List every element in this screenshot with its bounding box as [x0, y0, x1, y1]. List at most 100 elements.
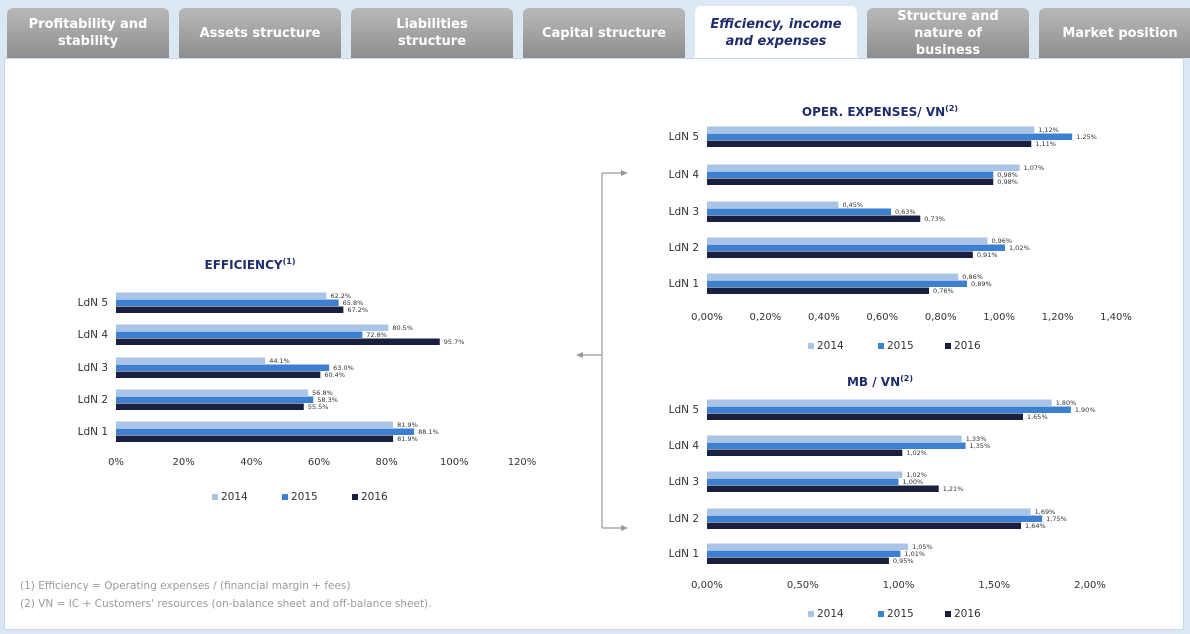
bar [707, 140, 1032, 147]
bar [116, 357, 266, 364]
tab[interactable]: Assets structure [179, 8, 341, 58]
data-label: 0,89% [971, 280, 992, 288]
data-label: 62.2% [330, 292, 351, 300]
x-tick-label: 60% [308, 457, 330, 468]
tab[interactable]: Market position [1039, 8, 1190, 58]
bar [707, 543, 909, 550]
data-label: 1,69% [1035, 508, 1056, 516]
bar [707, 435, 962, 442]
data-label: 63.0% [333, 364, 354, 372]
legend-swatch [878, 343, 884, 349]
legend-label: 2015 [291, 491, 318, 503]
bar [707, 550, 901, 557]
data-label: 1,25% [1076, 133, 1097, 141]
arrow-head [621, 525, 628, 531]
data-label: 44.1% [269, 357, 290, 365]
data-label: 72.8% [366, 331, 387, 339]
chart-title: MB / VN(2) [847, 374, 913, 389]
data-label: 1,21% [943, 485, 964, 493]
legend-swatch [352, 494, 358, 500]
legend-label: 2014 [221, 491, 248, 503]
bar [707, 133, 1073, 140]
category-label: LdN 2 [669, 242, 699, 254]
x-tick-label: 0,00% [691, 580, 723, 591]
category-label: LdN 4 [78, 329, 109, 341]
data-label: 65.8% [343, 299, 364, 307]
bar [707, 442, 966, 449]
x-tick-label: 1,00% [883, 580, 915, 591]
category-label: LdN 4 [669, 440, 700, 452]
bar [707, 522, 1022, 529]
footnote: (1) Efficiency = Operating expenses / (f… [20, 580, 351, 592]
data-label: 1,64% [1025, 522, 1046, 530]
category-label: LdN 4 [669, 169, 700, 181]
category-label: LdN 3 [669, 476, 699, 488]
bar [116, 306, 344, 313]
chart-title-text: OPER. EXPENSES/ VN [802, 105, 945, 119]
bar [116, 324, 389, 331]
bar [707, 237, 988, 244]
data-label: 1,11% [1035, 140, 1056, 148]
tab[interactable]: Efficiency, income and expenses [695, 6, 857, 60]
data-label: 0,73% [924, 215, 945, 223]
legend-swatch [808, 611, 814, 617]
legend-label: 2016 [954, 608, 981, 620]
data-label: 1,05% [912, 543, 933, 551]
tab[interactable]: Capital structure [523, 8, 685, 58]
data-label: 1,01% [904, 550, 925, 558]
bar [116, 389, 309, 396]
category-label: LdN 1 [669, 278, 699, 290]
connector [576, 170, 628, 531]
tab[interactable]: Structure and nature of business [867, 8, 1029, 58]
x-tick-label: 120% [508, 457, 537, 468]
bar [707, 449, 903, 456]
bar [116, 299, 339, 306]
data-label: 1,12% [1038, 126, 1059, 134]
x-tick-label: 0,40% [808, 312, 840, 323]
bar [707, 515, 1043, 522]
tab[interactable]: Liabilities structure [351, 8, 513, 58]
bar [707, 406, 1071, 413]
chart-title-sup: (2) [945, 104, 958, 113]
bar [707, 478, 899, 485]
x-tick-label: 0,50% [787, 580, 819, 591]
chart-title-sup: (2) [900, 374, 913, 383]
data-label: 1,02% [906, 471, 927, 479]
bar [707, 171, 994, 178]
data-label: 60.4% [324, 371, 345, 379]
legend-label: 2014 [817, 340, 844, 352]
bar [707, 413, 1023, 420]
data-label: 95.7% [444, 338, 465, 346]
bar [116, 364, 330, 371]
x-tick-label: 1,20% [1042, 312, 1074, 323]
data-label: 0,76% [933, 287, 954, 295]
data-label: 0,98% [997, 171, 1018, 179]
chart-title-sup: (1) [283, 257, 296, 266]
category-label: LdN 3 [669, 206, 699, 218]
data-label: 1,07% [1024, 164, 1045, 172]
x-tick-label: 0,80% [925, 312, 957, 323]
data-label: 67.2% [347, 306, 368, 314]
data-label: 80.5% [392, 324, 413, 332]
legend-swatch [282, 494, 288, 500]
bar [116, 331, 363, 338]
bar [116, 371, 321, 378]
x-tick-label: 40% [240, 457, 262, 468]
data-label: 0,98% [997, 178, 1018, 186]
data-label: 0,63% [895, 208, 916, 216]
bar [707, 485, 939, 492]
tab[interactable]: Profitability and stability [7, 8, 169, 58]
bar [707, 508, 1031, 515]
data-label: 0,86% [962, 273, 983, 281]
bar [116, 403, 304, 410]
bar [116, 421, 394, 428]
data-label: 55.5% [308, 403, 329, 411]
data-label: 0,95% [893, 557, 914, 565]
legend-label: 2016 [361, 491, 388, 503]
category-label: LdN 1 [669, 548, 699, 560]
data-label: 0,96% [991, 237, 1012, 245]
bar [707, 208, 892, 215]
x-tick-label: 0% [108, 457, 124, 468]
